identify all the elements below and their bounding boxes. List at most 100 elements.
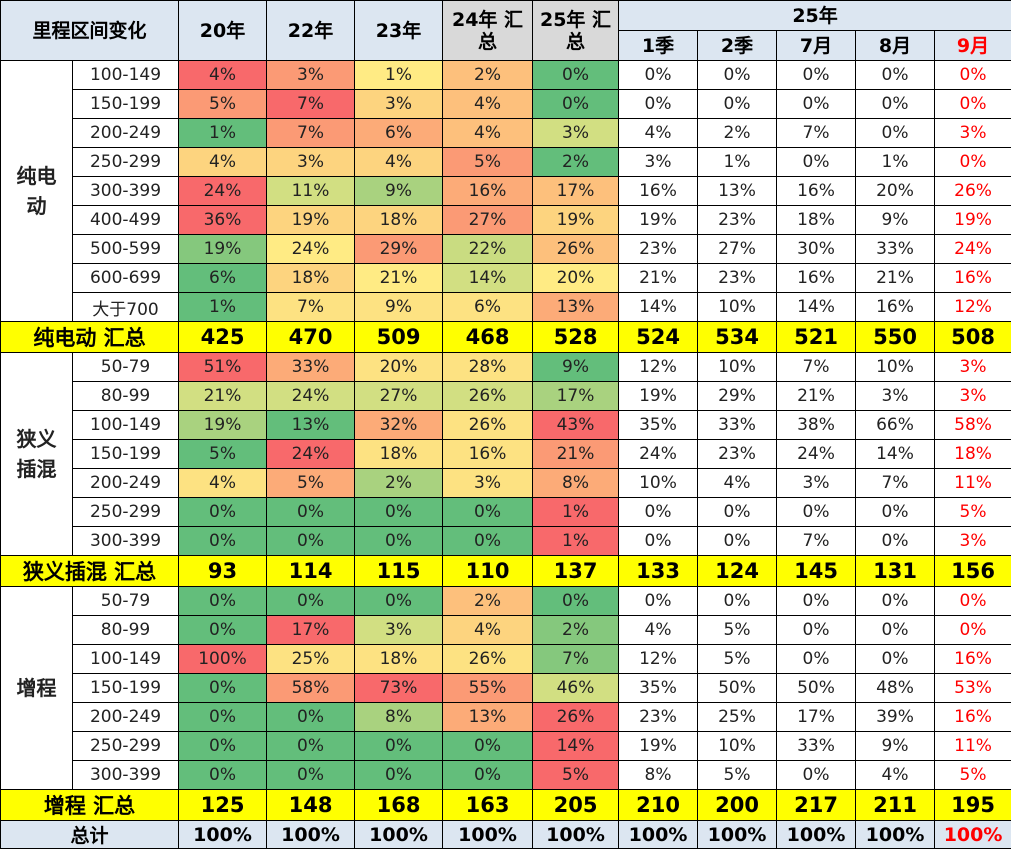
data-cell: 0% — [179, 761, 267, 790]
total-label: 总计 — [1, 821, 179, 849]
data-cell: 19% — [935, 206, 1011, 235]
data-cell: 50% — [698, 674, 777, 703]
data-cell: 0% — [443, 527, 533, 556]
data-cell: 58% — [935, 411, 1011, 440]
data-cell: 0% — [179, 527, 267, 556]
data-cell: 1% — [179, 119, 267, 148]
data-cell: 0% — [856, 645, 935, 674]
summary-cell: 210 — [619, 790, 698, 821]
summary-label: 增程 汇总 — [1, 790, 179, 821]
data-cell: 24% — [777, 440, 856, 469]
data-cell: 33% — [698, 411, 777, 440]
summary-cell: 205 — [533, 790, 619, 821]
data-cell: 1% — [698, 148, 777, 177]
summary-cell: 133 — [619, 556, 698, 587]
data-cell: 36% — [179, 206, 267, 235]
data-cell: 12% — [619, 353, 698, 382]
data-cell: 24% — [935, 235, 1011, 264]
data-cell: 0% — [619, 498, 698, 527]
data-cell: 35% — [619, 411, 698, 440]
data-cell: 16% — [856, 293, 935, 322]
data-cell: 10% — [856, 353, 935, 382]
data-cell: 5% — [935, 498, 1011, 527]
data-cell: 35% — [619, 674, 698, 703]
data-cell: 10% — [698, 732, 777, 761]
summary-cell: 93 — [179, 556, 267, 587]
data-cell: 26% — [443, 411, 533, 440]
data-cell: 5% — [533, 761, 619, 790]
data-cell: 27% — [443, 206, 533, 235]
data-cell: 4% — [856, 761, 935, 790]
data-cell: 0% — [619, 527, 698, 556]
data-cell: 0% — [935, 61, 1011, 90]
data-cell: 0% — [355, 732, 443, 761]
data-cell: 2% — [698, 119, 777, 148]
data-cell: 0% — [355, 761, 443, 790]
data-cell: 7% — [777, 527, 856, 556]
data-cell: 39% — [856, 703, 935, 732]
range-label: 80-99 — [73, 382, 179, 411]
total-cell: 100% — [777, 821, 856, 849]
data-cell: 5% — [179, 90, 267, 119]
data-cell: 100% — [179, 645, 267, 674]
data-cell: 4% — [355, 148, 443, 177]
data-cell: 0% — [935, 616, 1011, 645]
data-cell: 0% — [179, 587, 267, 616]
data-cell: 0% — [777, 616, 856, 645]
data-cell: 3% — [935, 353, 1011, 382]
data-cell: 16% — [935, 264, 1011, 293]
data-cell: 21% — [856, 264, 935, 293]
data-cell: 58% — [267, 674, 355, 703]
range-label: 50-79 — [73, 353, 179, 382]
data-cell: 6% — [355, 119, 443, 148]
header-year-20: 20年 — [179, 1, 267, 61]
data-cell: 10% — [698, 353, 777, 382]
summary-cell: 468 — [443, 322, 533, 353]
data-cell: 13% — [267, 411, 355, 440]
data-cell: 17% — [533, 177, 619, 206]
summary-cell: 125 — [179, 790, 267, 821]
data-cell: 0% — [533, 61, 619, 90]
data-cell: 3% — [267, 148, 355, 177]
range-label: 100-149 — [73, 411, 179, 440]
data-cell: 3% — [533, 119, 619, 148]
data-cell: 9% — [856, 732, 935, 761]
range-label: 150-199 — [73, 674, 179, 703]
summary-cell: 470 — [267, 322, 355, 353]
total-cell: 100% — [355, 821, 443, 849]
data-cell: 0% — [443, 498, 533, 527]
data-cell: 14% — [777, 293, 856, 322]
range-label: 400-499 — [73, 206, 179, 235]
data-cell: 0% — [179, 616, 267, 645]
total-cell: 100% — [935, 821, 1011, 849]
data-cell: 0% — [777, 645, 856, 674]
data-cell: 2% — [443, 587, 533, 616]
data-cell: 3% — [935, 382, 1011, 411]
data-cell: 14% — [533, 732, 619, 761]
data-cell: 0% — [698, 90, 777, 119]
data-cell: 21% — [619, 264, 698, 293]
header-period-sep: 9月 — [935, 31, 1011, 61]
summary-cell: 524 — [619, 322, 698, 353]
data-cell: 0% — [533, 90, 619, 119]
summary-cell: 508 — [935, 322, 1011, 353]
summary-cell: 145 — [777, 556, 856, 587]
data-cell: 4% — [179, 469, 267, 498]
data-cell: 19% — [619, 732, 698, 761]
data-cell: 19% — [267, 206, 355, 235]
data-cell: 16% — [777, 264, 856, 293]
header-period-aug: 8月 — [856, 31, 935, 61]
data-cell: 0% — [179, 498, 267, 527]
data-cell: 73% — [355, 674, 443, 703]
data-cell: 21% — [777, 382, 856, 411]
summary-cell: 528 — [533, 322, 619, 353]
data-cell: 29% — [698, 382, 777, 411]
data-cell: 51% — [179, 353, 267, 382]
